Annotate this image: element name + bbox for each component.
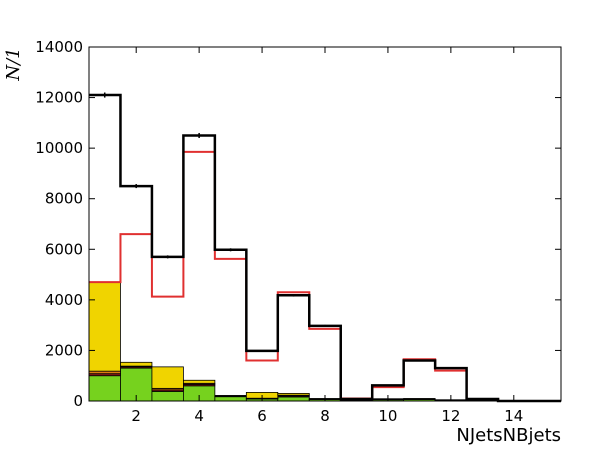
stack-bar-3-bin-2: [120, 361, 153, 367]
y-axis-label: N/1: [3, 47, 24, 81]
y-tick-label-0: 0: [73, 392, 83, 410]
stack-bar-0-bin-3: [151, 390, 184, 402]
x-tick-label-2: 2: [131, 407, 141, 425]
plot-background: [89, 47, 561, 401]
stack-bar-3-bin-3: [151, 366, 184, 389]
stack-bar-3-bin-11: [403, 398, 436, 400]
y-tick-label-14000: 14000: [35, 38, 83, 56]
stack-bar-3-bin-7: [277, 393, 310, 396]
y-tick-label-8000: 8000: [45, 190, 83, 208]
y-tick-label-6000: 6000: [45, 240, 83, 258]
stack-bar-3-bin-1: [88, 281, 121, 372]
y-tick-label-10000: 10000: [35, 139, 83, 157]
stack-bar-3-bin-5: [214, 395, 247, 397]
step-lines: [89, 93, 561, 403]
x-axis-label: NJetsNBjets: [456, 425, 561, 446]
y-tick-label-12000: 12000: [35, 89, 83, 107]
stack-bar-0-bin-1: [88, 375, 121, 402]
stack-bar-0-bin-7: [277, 396, 310, 402]
y-tick-label-2000: 2000: [45, 341, 83, 359]
axis-ticks: [89, 46, 561, 402]
x-tick-label-8: 8: [320, 407, 330, 425]
x-tick-label-10: 10: [378, 407, 397, 425]
y-tick-label-4000: 4000: [45, 291, 83, 309]
x-tick-label-12: 12: [441, 407, 460, 425]
y-tick-labels: 0 2000 4000 6000 8000 10000 12000 14000: [35, 38, 83, 410]
x-tick-label-14: 14: [504, 407, 523, 425]
x-tick-label-4: 4: [194, 407, 204, 425]
stack-bar-0-bin-5: [214, 396, 247, 402]
x-tick-label-6: 6: [257, 407, 267, 425]
series-line-1: [89, 93, 561, 403]
x-tick-labels: 2 4 6 8 10 12 14: [131, 407, 523, 425]
error-bars: [103, 92, 484, 400]
stack-bar-3-bin-4: [182, 379, 216, 384]
